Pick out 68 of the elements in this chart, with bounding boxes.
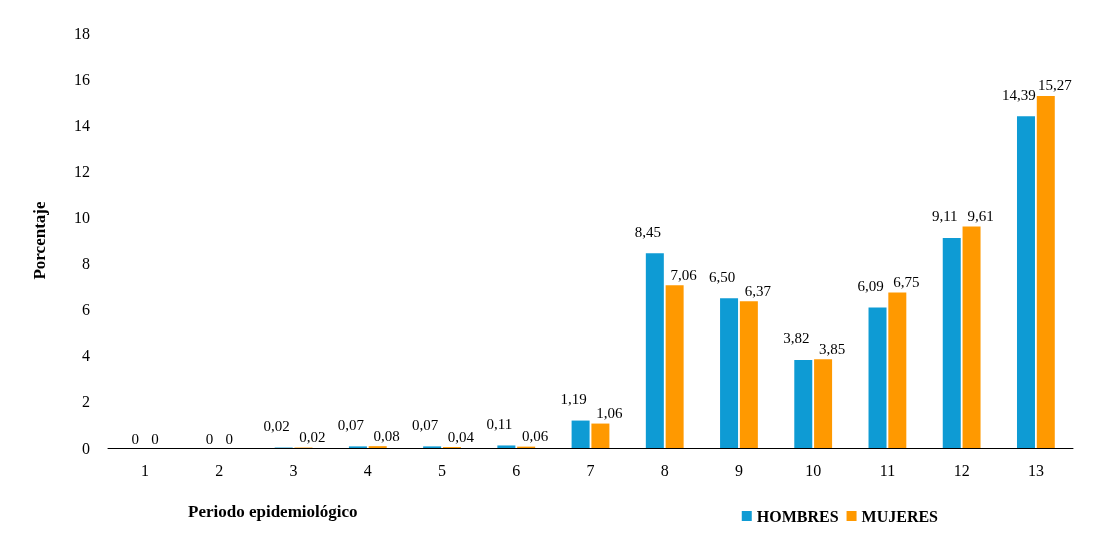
y-axis-title: Porcentaje bbox=[30, 201, 49, 280]
x-tick-label: 12 bbox=[953, 461, 970, 479]
x-tick-label: 9 bbox=[734, 461, 743, 479]
data-label: 7,06 bbox=[670, 266, 698, 283]
bar bbox=[1036, 95, 1055, 448]
y-tick-label: 12 bbox=[74, 162, 90, 180]
data-label: 3,85 bbox=[818, 340, 846, 357]
data-label: 8,45 bbox=[634, 223, 661, 240]
bar bbox=[888, 292, 907, 448]
data-label: 14,39 bbox=[1002, 86, 1036, 103]
x-tick-label: 7 bbox=[586, 461, 595, 479]
bar bbox=[645, 253, 664, 448]
y-tick-label: 4 bbox=[82, 347, 90, 365]
data-label: 0,06 bbox=[522, 428, 549, 445]
data-label: 3,82 bbox=[783, 330, 810, 347]
bar bbox=[868, 307, 887, 448]
bar bbox=[814, 359, 833, 448]
data-label: 0 bbox=[131, 430, 139, 447]
y-tick-label: 6 bbox=[82, 301, 90, 319]
data-label: 0,08 bbox=[373, 427, 400, 444]
y-tick-label: 10 bbox=[74, 208, 90, 226]
legend-label: HOMBRES bbox=[756, 507, 839, 525]
data-label: 0,11 bbox=[486, 415, 513, 432]
data-label: 0 bbox=[225, 430, 233, 447]
data-label: 9,11 bbox=[931, 208, 958, 225]
bar bbox=[962, 226, 981, 448]
data-label: 6,75 bbox=[893, 273, 920, 290]
data-label: 0 bbox=[151, 430, 159, 447]
x-tick-label: 11 bbox=[879, 461, 896, 479]
x-tick-label: 10 bbox=[805, 461, 822, 479]
data-label: 0 bbox=[205, 430, 214, 447]
data-label: 0,02 bbox=[263, 418, 290, 435]
x-tick-label: 1 bbox=[141, 461, 150, 479]
bar bbox=[571, 420, 590, 448]
data-label: 0,04 bbox=[447, 428, 475, 445]
data-label: 0,07 bbox=[412, 416, 439, 433]
bar bbox=[720, 298, 739, 448]
data-label: 0,02 bbox=[299, 429, 326, 446]
y-tick-label: 14 bbox=[74, 116, 90, 134]
y-tick-label: 18 bbox=[74, 24, 90, 42]
data-label: 9,61 bbox=[967, 207, 994, 224]
x-tick-label: 4 bbox=[363, 461, 372, 479]
bar bbox=[591, 423, 610, 448]
bar bbox=[497, 445, 516, 448]
legend-label: MUJERES bbox=[861, 507, 939, 525]
data-label: 6,37 bbox=[744, 282, 772, 299]
y-tick-label: 0 bbox=[82, 439, 90, 457]
y-tick-label: 2 bbox=[82, 393, 90, 411]
data-label: 6,50 bbox=[708, 268, 736, 285]
x-axis-title: Periodo epidemiológico bbox=[188, 502, 358, 521]
data-label: 1,06 bbox=[596, 405, 624, 422]
x-tick-label: 2 bbox=[215, 461, 224, 479]
y-tick-label: 8 bbox=[82, 255, 90, 273]
data-label: 15,27 bbox=[1037, 77, 1073, 94]
data-label: 1,19 bbox=[560, 391, 587, 408]
data-label: 0,07 bbox=[337, 416, 365, 433]
x-tick-label: 5 bbox=[438, 461, 447, 479]
x-tick-label: 3 bbox=[289, 461, 298, 479]
y-tick-label: 16 bbox=[74, 70, 90, 88]
x-tick-label: 6 bbox=[512, 461, 521, 479]
bar bbox=[665, 285, 684, 448]
x-tick-label: 8 bbox=[660, 461, 669, 479]
x-tick-label: 13 bbox=[1027, 461, 1044, 479]
bar bbox=[739, 301, 758, 448]
bar bbox=[1016, 116, 1035, 448]
bar bbox=[942, 237, 961, 448]
data-label: 6,09 bbox=[857, 278, 884, 295]
bar bbox=[794, 359, 813, 448]
